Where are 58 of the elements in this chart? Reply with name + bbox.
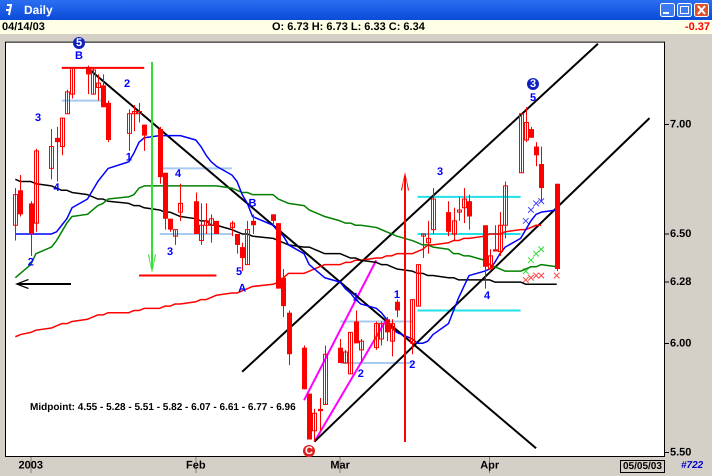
- candlestick: [431, 188, 436, 234]
- point: [522, 276, 530, 284]
- text: 05/05/03: [620, 460, 665, 473]
- y-tick-label: 6.50: [670, 228, 692, 240]
- x-tick-label: 2003: [18, 460, 44, 472]
- point: [538, 198, 545, 205]
- candlestick: [230, 220, 235, 237]
- candlestick: [142, 124, 147, 152]
- text: 04/14/03: [2, 20, 45, 34]
- y-tick-label: 6.28: [670, 276, 692, 288]
- annotation: B: [74, 50, 84, 62]
- candlestick: [395, 299, 400, 318]
- annotation: 2: [358, 368, 364, 380]
- point: [528, 256, 534, 264]
- text: O: 6.73 H: 6.73 L: 6.33 C: 6.34: [272, 20, 425, 34]
- annotation: 3: [436, 166, 444, 178]
- annotation: 2: [122, 78, 132, 90]
- y-tick-label: 5.50: [670, 446, 692, 459]
- candlestick: [178, 183, 183, 222]
- point: [532, 200, 540, 207]
- candlestick: [421, 233, 426, 259]
- candlestick: [49, 128, 54, 180]
- x-tick-label: Feb: [186, 460, 206, 472]
- point: [528, 206, 534, 214]
- x-tick-label: Apr: [480, 460, 500, 472]
- annotation: 3: [527, 78, 539, 90]
- point: [532, 272, 540, 279]
- annotation: 5: [73, 37, 85, 49]
- candlestick: [534, 142, 539, 167]
- annotation: 2: [409, 359, 416, 372]
- chart-title: Daily: [24, 2, 53, 19]
- candlestick: [251, 214, 256, 234]
- annotation: C: [303, 445, 315, 457]
- candlestick: [323, 345, 328, 406]
- annotation: 1: [394, 289, 400, 302]
- point: [528, 274, 534, 282]
- y-tick-label: 6.00: [670, 337, 692, 350]
- point: [532, 250, 540, 257]
- point: [522, 218, 530, 224]
- annotation: Midpoint: 4.55 - 5.28 - 5.51 - 5.82 - 6.07 - 6.61 - 6.77 - 6.96: [30, 402, 296, 413]
- annotation: B: [248, 197, 257, 210]
- annotation: 3: [34, 112, 42, 124]
- text: #722: [681, 460, 704, 471]
- candlestick: [318, 397, 323, 432]
- point: [538, 246, 545, 253]
- candlestick: [457, 196, 462, 222]
- annotation: 5: [528, 92, 538, 104]
- point: [553, 272, 560, 279]
- annotation: 4: [174, 168, 182, 180]
- point: [522, 268, 530, 274]
- candlestick: [235, 233, 240, 254]
- annotation: 3: [166, 246, 174, 258]
- y-tick-label: 7.00: [670, 118, 692, 131]
- text: -0.37: [684, 20, 710, 34]
- annotation: 5: [234, 266, 244, 278]
- annotation: 4: [482, 290, 492, 302]
- point: [538, 272, 545, 279]
- x-tick-label: Mar: [330, 460, 351, 472]
